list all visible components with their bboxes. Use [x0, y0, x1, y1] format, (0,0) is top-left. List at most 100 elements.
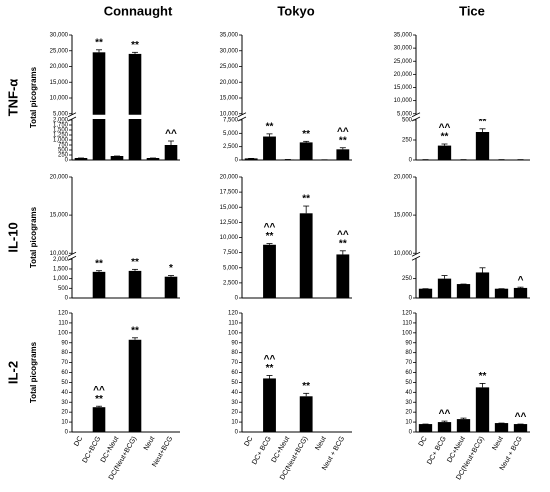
y-tick-label: 0 — [235, 430, 239, 436]
y-tick-label: 0 — [409, 158, 413, 164]
axis-break — [412, 114, 531, 119]
bar — [418, 288, 433, 298]
y-tick-label: 90 — [231, 340, 238, 346]
break-mark — [411, 255, 421, 261]
y-tick-label: 35,000 — [220, 33, 239, 39]
y-tick-label: 30 — [405, 400, 412, 406]
y-tick-label: 15,000 — [220, 96, 239, 102]
significance-label: ^ — [518, 275, 524, 286]
y-tick-label: 2,500 — [223, 280, 239, 286]
y-tick-label: 7,500 — [223, 118, 239, 124]
y-tick-label: 80 — [405, 350, 412, 356]
significance-label: ** — [302, 194, 310, 205]
y-tick-label: 20 — [61, 410, 68, 416]
bar — [92, 52, 106, 161]
y-tick-label: 10 — [61, 420, 68, 426]
y-tick-label: 30,000 — [50, 33, 69, 39]
y-tick-label: 30,000 — [220, 48, 239, 54]
bar — [263, 136, 276, 160]
significance-label: ^^ — [93, 385, 105, 396]
y-tick-label: 500 — [402, 118, 413, 124]
bar — [456, 419, 471, 432]
break-mark — [67, 255, 77, 261]
y-tick-label: 15,000 — [394, 213, 413, 219]
bar — [475, 272, 490, 298]
bar — [299, 396, 313, 432]
y-tick-label: 25,000 — [50, 48, 69, 54]
y-tick-label: 1,000 — [53, 138, 69, 144]
bar — [418, 424, 433, 432]
y-tick-label: 10,000 — [394, 98, 413, 104]
significance-label: * — [169, 263, 173, 274]
x-tick-label: DC+Neut — [446, 435, 467, 464]
y-tick-label: 5,000 — [53, 111, 69, 117]
y-tick-label: 500 — [58, 148, 69, 154]
significance-label: ^^ — [264, 222, 276, 233]
break-mark — [67, 251, 77, 257]
break-mark — [67, 112, 77, 118]
y-tick-label: 80 — [61, 350, 68, 356]
y-tick-label: 15,000 — [50, 213, 69, 219]
y-tick-label: 250 — [402, 276, 413, 282]
significance-label: ^^ — [439, 409, 451, 420]
y-tick-label: 10,000 — [220, 235, 239, 241]
significance-label: ^^ — [439, 123, 451, 134]
x-tick-label: DC — [243, 435, 254, 447]
y-tick-label: 120 — [228, 311, 239, 317]
bar — [74, 158, 88, 160]
y-tick-label: 0 — [235, 296, 239, 302]
y-tick-label: 2,500 — [223, 144, 239, 150]
y-tick-label: 20,000 — [220, 175, 239, 181]
y-tick-label: 15,000 — [394, 85, 413, 91]
y-tick-label: 1,750 — [53, 123, 69, 129]
y-tick-label: 1,500 — [53, 128, 69, 134]
bar — [513, 424, 528, 432]
significance-label: ** — [339, 135, 347, 146]
y-tick-label: 10,000 — [50, 251, 69, 257]
y-tick-label: 80 — [231, 350, 238, 356]
bar — [164, 145, 178, 160]
x-tick-label: DC — [418, 435, 429, 447]
significance-label: ** — [479, 371, 487, 382]
x-tick-label: Neut — [491, 435, 504, 451]
y-tick-label: 30 — [61, 400, 68, 406]
bar — [336, 254, 350, 298]
significance-label: ** — [302, 129, 310, 140]
significance-label: ^^ — [337, 126, 349, 137]
y-tick-label: 40 — [61, 390, 68, 396]
significance-label: ** — [266, 122, 274, 133]
y-tick-label: 10,000 — [394, 251, 413, 257]
y-tick-label: 110 — [228, 320, 238, 326]
y-tick-label: 15,000 — [50, 80, 69, 86]
y-tick-label: 0 — [65, 296, 69, 302]
x-tick-label: DC+ BCG — [251, 435, 273, 466]
y-tick-label: 250 — [402, 138, 413, 144]
axis-break — [68, 254, 181, 259]
x-tick-label: Neut — [143, 435, 156, 451]
y-tick-label: 0 — [235, 158, 239, 164]
bar — [513, 287, 528, 298]
row-label: IL-2 — [5, 361, 20, 384]
y-tick-label: 40 — [405, 390, 412, 396]
y-tick-label: 20,000 — [394, 72, 413, 78]
y-tick-label: 90 — [405, 340, 412, 346]
x-tick-label: DC+Neut — [271, 435, 292, 464]
x-tick-label: DC — [73, 435, 84, 447]
y-tick-label: 20 — [231, 410, 238, 416]
y-tick-label: 100 — [402, 330, 413, 336]
y-tick-label: 100 — [228, 330, 239, 336]
y-axis-label: Total picograms — [29, 206, 38, 268]
y-tick-label: 25,000 — [220, 64, 239, 70]
y-tick-label: 12,500 — [220, 220, 239, 226]
significance-label: ** — [441, 132, 449, 143]
bar — [475, 387, 490, 432]
bar — [263, 244, 276, 298]
bar — [128, 270, 142, 298]
bar — [244, 158, 258, 160]
y-tick-label: 1,500 — [53, 267, 69, 273]
bar — [92, 271, 106, 298]
bar — [146, 158, 160, 160]
y-tick-label: 120 — [58, 311, 69, 317]
bar — [263, 378, 276, 432]
break-mark — [67, 116, 77, 122]
